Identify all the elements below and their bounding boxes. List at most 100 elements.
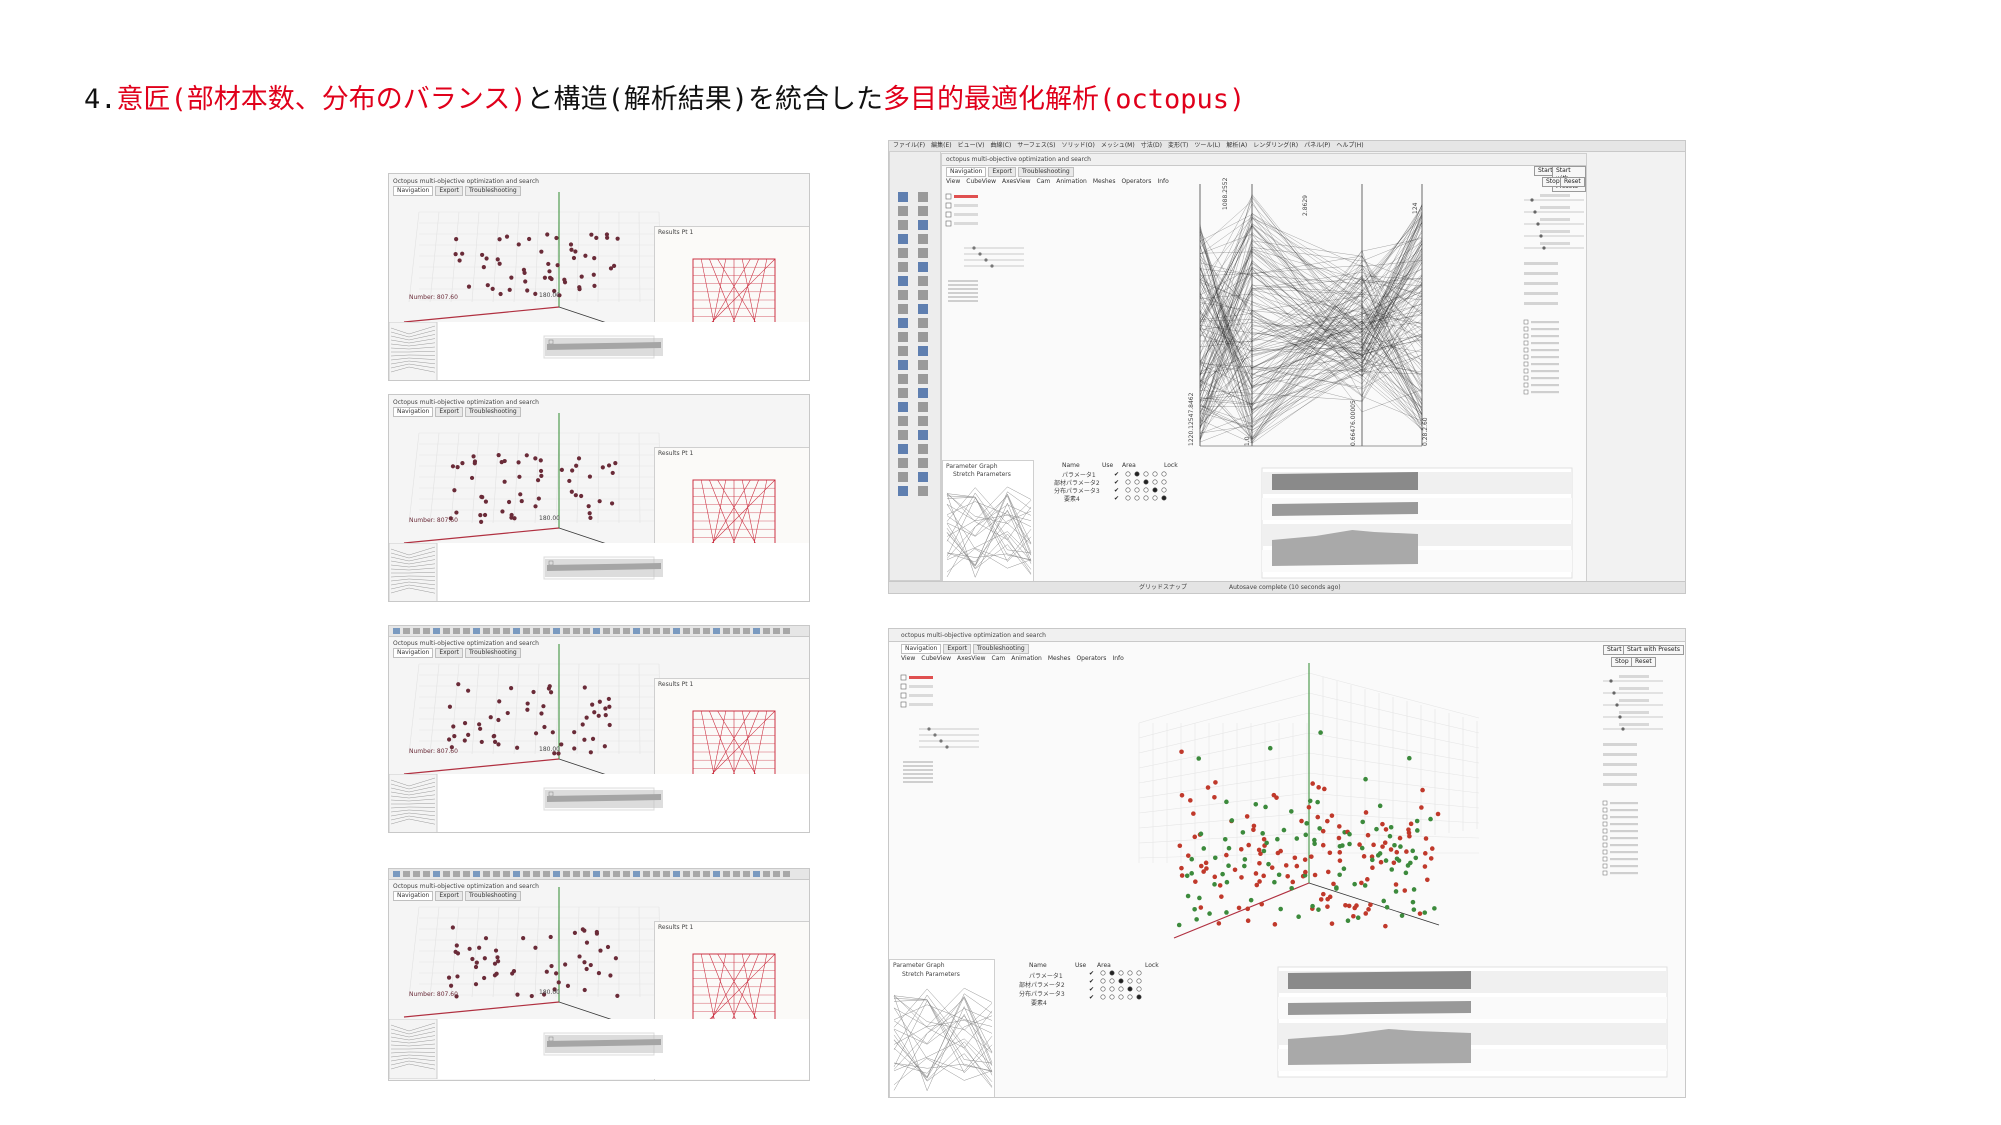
rhino-tool-icon[interactable] xyxy=(898,220,908,230)
toolbar-icon[interactable] xyxy=(683,628,690,634)
toolbar-icon[interactable] xyxy=(393,871,400,877)
stretch-parameters-checkbox[interactable]: Stretch Parameters xyxy=(902,971,960,978)
toolbar-icon[interactable] xyxy=(423,871,430,877)
rhino-tool-icon[interactable] xyxy=(918,234,928,244)
toolbar-icon[interactable] xyxy=(713,871,720,877)
rhino-tool-icon[interactable] xyxy=(918,332,928,342)
tab-troubleshooting[interactable]: Troubleshooting xyxy=(465,407,521,417)
toolbar-icon[interactable] xyxy=(463,628,470,634)
rhino-tool-icon[interactable] xyxy=(918,318,928,328)
tab-export[interactable]: Export xyxy=(435,186,464,196)
radio-button[interactable] xyxy=(1125,479,1131,485)
menu-view[interactable]: View xyxy=(946,178,961,185)
option-checkbox[interactable] xyxy=(1523,319,1529,325)
option-checkbox[interactable] xyxy=(1602,835,1608,841)
option-checkbox[interactable] xyxy=(1523,375,1529,381)
radio-button[interactable] xyxy=(1143,479,1149,485)
option-checkbox[interactable] xyxy=(1523,354,1529,360)
option-checkbox[interactable] xyxy=(900,701,907,708)
toolbar-icon[interactable] xyxy=(753,628,760,634)
toolbar-icon[interactable] xyxy=(693,871,700,877)
rhino-menu-item[interactable]: メッシュ(M) xyxy=(1100,142,1135,149)
option-checkbox[interactable] xyxy=(1523,389,1529,395)
rhino-menu-item[interactable]: ソリッド(O) xyxy=(1061,142,1095,149)
toolbar-icon[interactable] xyxy=(413,628,420,634)
radio-button[interactable] xyxy=(1100,986,1106,992)
radio-button[interactable] xyxy=(1152,471,1158,477)
toolbar-icon[interactable] xyxy=(453,871,460,877)
option-checkbox[interactable] xyxy=(1523,340,1529,346)
rhino-tool-icon[interactable] xyxy=(918,262,928,272)
menu-animation[interactable]: Animation xyxy=(1056,178,1087,185)
toolbar-icon[interactable] xyxy=(413,871,420,877)
rhino-tool-icon[interactable] xyxy=(918,416,928,426)
toolbar-icon[interactable] xyxy=(613,628,620,634)
toolbar-icon[interactable] xyxy=(623,871,630,877)
radio-button[interactable] xyxy=(1134,487,1140,493)
toolbar-icon[interactable] xyxy=(503,628,510,634)
rhino-tool-icon[interactable] xyxy=(898,290,908,300)
toolbar-icon[interactable] xyxy=(483,871,490,877)
grid-snap-status[interactable]: グリッドスナップ xyxy=(1139,584,1188,591)
radio-button[interactable] xyxy=(1152,495,1158,501)
radio-button[interactable] xyxy=(1100,978,1106,984)
rhino-tool-icon[interactable] xyxy=(918,220,928,230)
toolbar-icon[interactable] xyxy=(523,628,530,634)
option-checkbox[interactable] xyxy=(945,220,952,227)
tab-navigation[interactable]: Navigation xyxy=(393,648,434,658)
radio-button[interactable] xyxy=(1134,479,1140,485)
radio-button[interactable] xyxy=(1109,994,1115,1000)
rhino-tool-icon[interactable] xyxy=(898,472,908,482)
rhino-tool-icon[interactable] xyxy=(898,248,908,258)
radio-button[interactable] xyxy=(1161,495,1167,501)
menu-operators[interactable]: Operators xyxy=(1121,178,1152,185)
radio-button[interactable] xyxy=(1109,970,1115,976)
rhino-tool-icon[interactable] xyxy=(898,318,908,328)
slider-thumb[interactable] xyxy=(1542,246,1546,250)
radio-button[interactable] xyxy=(1127,978,1133,984)
slider-thumb[interactable] xyxy=(1612,691,1616,695)
rhino-menu-item[interactable]: サーフェス(S) xyxy=(1017,142,1056,149)
option-checkbox[interactable] xyxy=(900,692,907,699)
rhino-menu-item[interactable]: ビュー(V) xyxy=(957,142,985,149)
toolbar-icon[interactable] xyxy=(723,628,730,634)
toolbar-icon[interactable] xyxy=(773,871,780,877)
toolbar-icon[interactable] xyxy=(553,871,560,877)
toolbar-icon[interactable] xyxy=(613,871,620,877)
toolbar-icon[interactable] xyxy=(663,871,670,877)
toolbar-icon[interactable] xyxy=(443,628,450,634)
toolbar-icon[interactable] xyxy=(523,871,530,877)
rhino-tool-icon[interactable] xyxy=(898,262,908,272)
radio-button[interactable] xyxy=(1125,495,1131,501)
toolbar-icon[interactable] xyxy=(653,871,660,877)
option-checkbox[interactable] xyxy=(1523,326,1529,332)
rhino-tool-icon[interactable] xyxy=(898,430,908,440)
option-checkbox[interactable] xyxy=(1523,382,1529,388)
radio-button[interactable] xyxy=(1161,487,1167,493)
slider-thumb[interactable] xyxy=(945,745,949,749)
toolbar-icon[interactable] xyxy=(593,871,600,877)
rhino-tool-icon[interactable] xyxy=(898,304,908,314)
rhino-tool-icon[interactable] xyxy=(898,458,908,468)
tab-export[interactable]: Export xyxy=(435,407,464,417)
rhino-tool-icon[interactable] xyxy=(898,402,908,412)
tab-troubleshooting[interactable]: Troubleshooting xyxy=(465,186,521,196)
option-checkbox[interactable] xyxy=(1602,807,1608,813)
slider-thumb[interactable] xyxy=(972,246,976,250)
rhino-tool-icon[interactable] xyxy=(898,416,908,426)
slider-thumb[interactable] xyxy=(939,739,943,743)
rhino-menu-item[interactable]: 変形(T) xyxy=(1168,142,1189,149)
toolbar-icon[interactable] xyxy=(563,628,570,634)
option-checkbox[interactable] xyxy=(900,674,907,681)
toolbar-icon[interactable] xyxy=(493,628,500,634)
slider-thumb[interactable] xyxy=(984,258,988,262)
toolbar-icon[interactable] xyxy=(733,871,740,877)
radio-button[interactable] xyxy=(1136,970,1142,976)
slider-thumb[interactable] xyxy=(990,264,994,268)
toolbar-icon[interactable] xyxy=(603,871,610,877)
option-checkbox[interactable] xyxy=(1602,856,1608,862)
option-checkbox[interactable] xyxy=(945,211,952,218)
toolbar-icon[interactable] xyxy=(543,871,550,877)
menu-axesview[interactable]: AxesView xyxy=(956,655,986,662)
radio-button[interactable] xyxy=(1100,994,1106,1000)
